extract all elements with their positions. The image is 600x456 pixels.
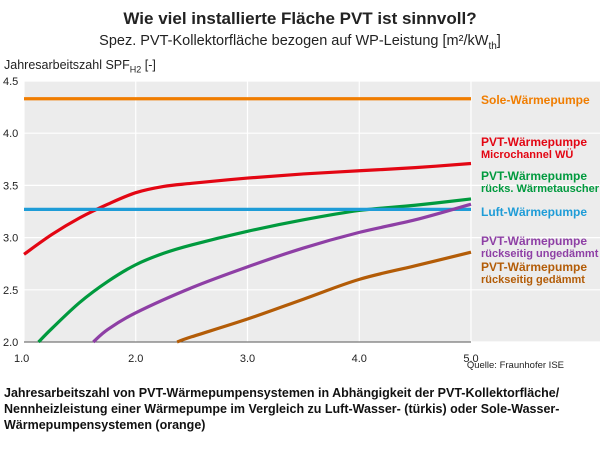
y-tick-label: 4.0 xyxy=(3,128,18,140)
plot-left-margin xyxy=(0,81,24,342)
source-note: Quelle: Fraunhofer ISE xyxy=(466,360,564,371)
y-tick-label: 3.0 xyxy=(3,233,18,245)
legend-label-pvt-waermepumpe-microchannel-wue: PVT-Wärmepumpe xyxy=(481,135,587,149)
subtitle-text: Spez. PVT-Kollektorfläche bezogen auf WP… xyxy=(99,33,489,49)
series-line-pvt-waermepumpe-microchannel-wue xyxy=(23,161,472,256)
chart-title: Wie viel installierte Fläche PVT ist sin… xyxy=(123,9,477,28)
legend-label-pvt-waermepumpe-rueckseitig-gedaemmt: PVT-Wärmepumpe xyxy=(481,260,587,274)
legend-label-pvt-waermepumpe-ruecks-waermetauscher: PVT-Wärmepumpe xyxy=(481,169,587,183)
y-tick-label: 3.5 xyxy=(3,180,18,192)
subtitle-subscript: th xyxy=(488,40,497,52)
x-tick-label: 3.0 xyxy=(240,353,255,365)
y-axis-label-end: [-] xyxy=(141,58,156,72)
legend-label-luft-waermepumpe: Luft-Wärmepumpe xyxy=(481,205,587,219)
x-tick-label: 1.0 xyxy=(14,353,29,365)
legend-label-pvt-waermepumpe-ruecks-waermetauscher: rücks. Wärmetauscher xyxy=(481,183,600,195)
subtitle-end: ] xyxy=(496,33,501,49)
series-line-pvt-waermepumpe-rueckseitig-gedaemmt xyxy=(176,250,472,344)
legend-label-pvt-waermepumpe-microchannel-wue: Microchannel WÜ xyxy=(481,148,573,161)
y-axis-label-text: Jahresarbeitszahl SPF xyxy=(4,58,130,72)
series-line-pvt-waermepumpe-rueckseitig-ungedaemmt xyxy=(92,202,472,344)
y-axis-label: Jahresarbeitszahl SPFH2 [-] xyxy=(4,58,156,75)
figure-caption: Jahresarbeitszahl von PVT-Wärmepumpensys… xyxy=(4,386,560,432)
chart-subtitle: Spez. PVT-Kollektorfläche bezogen auf WP… xyxy=(0,33,600,52)
legend-label-pvt-waermepumpe-rueckseitig-gedaemmt: rückseitig gedämmt xyxy=(481,274,585,286)
y-tick-label: 4.5 xyxy=(3,76,18,88)
legend-label-pvt-waermepumpe-rueckseitig-ungedaemmt: PVT-Wärmepumpe xyxy=(481,234,587,248)
y-tick-label: 2.5 xyxy=(3,285,18,297)
x-tick-label: 5.0 xyxy=(463,353,478,365)
x-tick-label: 4.0 xyxy=(352,353,367,365)
y-tick-label: 2.0 xyxy=(3,337,18,349)
plot-background xyxy=(24,81,600,342)
x-tick-label: 2.0 xyxy=(128,353,143,365)
y-axis-label-subscript: H2 xyxy=(129,64,142,75)
legend-label-sole-waermepumpe: Sole-Wärmepumpe xyxy=(481,93,590,107)
legend-label-pvt-waermepumpe-rueckseitig-ungedaemmt: rückseitig ungedämmt xyxy=(481,248,599,260)
